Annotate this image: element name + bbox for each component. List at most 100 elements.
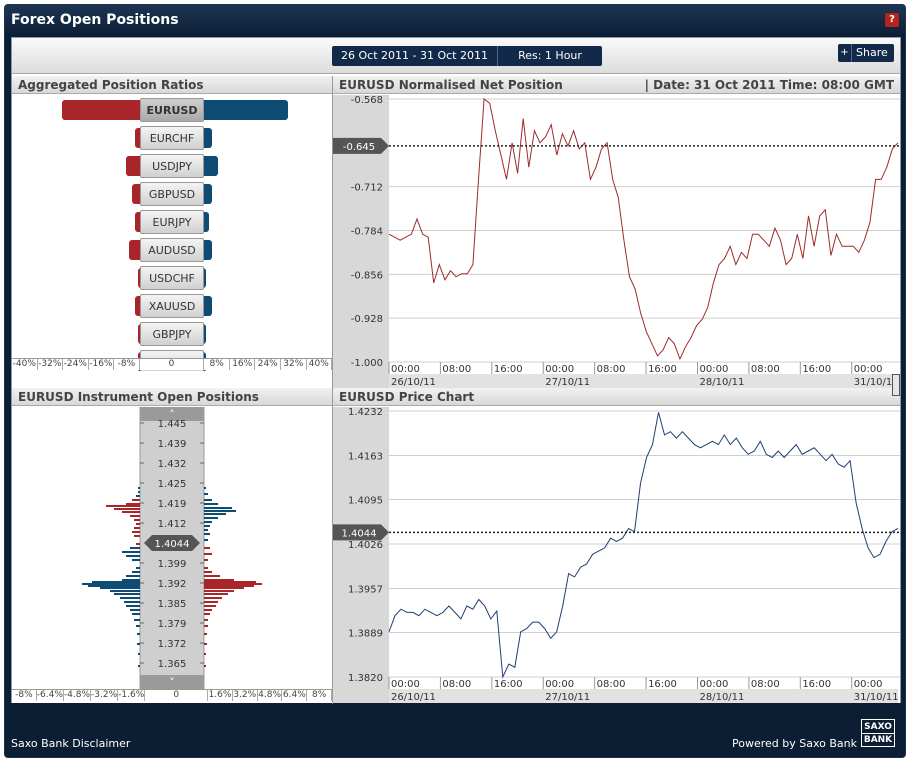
- title-bar: Forex Open Positions ?: [5, 5, 905, 35]
- position-bar-left: [122, 551, 140, 553]
- position-bar-left: [138, 487, 140, 489]
- current-value-marker: [333, 137, 389, 154]
- open-positions-tick-label: 6.4%: [282, 690, 308, 701]
- position-bar-left: [137, 643, 140, 645]
- position-bar-right: [204, 583, 262, 585]
- position-bar-left: [126, 555, 140, 557]
- x-tick-label: 08:00: [597, 679, 626, 690]
- position-bar-right: [204, 665, 206, 667]
- main-content: 26 Oct 2011 - 31 Oct 2011 Res: 1 Hour + …: [11, 37, 901, 704]
- ratio-pair-label[interactable]: EURJPY: [140, 210, 204, 234]
- date-range-selector[interactable]: 26 Oct 2011 - 31 Oct 2011 Res: 1 Hour: [332, 46, 602, 66]
- app-window: Forex Open Positions ? 26 Oct 2011 - 31 …: [4, 4, 906, 758]
- ratio-tick-label: -40%: [12, 359, 38, 370]
- position-bar-left: [134, 519, 140, 521]
- position-bar-right: [204, 507, 232, 509]
- position-bar-left: [114, 593, 140, 595]
- y-tick-label: 1.3820: [348, 673, 383, 684]
- open-positions-panel: ˄ ˅ 1.445 1.439 1.432 1.425 1.419 1.412 1.399 1.3…: [12, 407, 332, 703]
- position-bar-left: [110, 590, 140, 592]
- date-label: 27/10/11: [545, 377, 590, 388]
- position-bar-left: [130, 547, 140, 549]
- position-bar-left: [126, 575, 140, 577]
- resize-handle[interactable]: [892, 374, 900, 396]
- net-position-panel-title: EURUSD Normalised Net Position | Date: 3…: [333, 76, 900, 94]
- position-bar-left: [126, 605, 140, 607]
- ratio-pair-label[interactable]: GBPUSD: [140, 182, 204, 206]
- position-bar-left: [136, 495, 140, 497]
- position-bar-left: [136, 625, 140, 627]
- ratio-tick-label: -16%: [89, 359, 115, 370]
- disclaimer-link[interactable]: Saxo Bank Disclaimer: [11, 737, 131, 750]
- x-tick-label: 16:00: [802, 679, 831, 690]
- ratio-pair-label[interactable]: USDCHF: [140, 266, 204, 290]
- net-position-chart: -0.568 -0.712 -0.784 -0.856 -0.928 -1.000 00:0…: [333, 95, 900, 388]
- open-positions-tick-label: 1.6%: [208, 690, 233, 701]
- position-bar-left: [122, 579, 140, 581]
- ratio-bar-long[interactable]: [196, 100, 288, 120]
- x-tick-label: 00:00: [391, 364, 420, 375]
- date-range-label[interactable]: 26 Oct 2011 - 31 Oct 2011: [332, 46, 498, 66]
- plot-area: [389, 407, 898, 677]
- share-button[interactable]: + Share: [838, 44, 894, 62]
- ratios-panel: EURUSD EURCHF USDJPY GBPUSD EURJPY AUDUSD USDC…: [12, 95, 332, 371]
- position-bar-right: [204, 597, 222, 599]
- open-positions-tick-label: 4.8%: [258, 690, 283, 701]
- ratio-tick-label: -24%: [63, 359, 89, 370]
- position-bar-left: [136, 567, 140, 569]
- position-bar-left: [132, 613, 140, 615]
- ratio-pair-label[interactable]: GBPJPY: [140, 322, 204, 346]
- x-tick-label: 08:00: [442, 364, 471, 375]
- ratio-pair-label[interactable]: AUDUSD: [140, 238, 204, 262]
- ratio-bar-short[interactable]: [61, 100, 148, 120]
- position-bar-right: [204, 533, 210, 535]
- chevron-up-icon: ˄: [169, 408, 175, 421]
- position-bar-right: [204, 609, 212, 611]
- net-position-title: EURUSD Normalised Net Position: [339, 78, 563, 92]
- y-tick-label: 1.4163: [348, 452, 383, 463]
- ratio-pair-label[interactable]: XAUUSD: [140, 294, 204, 318]
- position-bar-right: [204, 653, 206, 655]
- ratios-panel-title: Aggregated Position Ratios: [12, 76, 332, 94]
- position-bar-right: [204, 643, 207, 645]
- position-bar-right: [204, 601, 218, 603]
- y-tick-label: 1.3957: [348, 585, 383, 596]
- date-time-label: | Date: 31 Oct 2011 Time: 08:00 GMT: [644, 78, 894, 92]
- scroll-down-button: [140, 675, 204, 689]
- current-value-label: 1.4044: [342, 528, 377, 539]
- position-bar-left: [138, 491, 140, 493]
- resolution-label[interactable]: Res: 1 Hour: [518, 49, 582, 62]
- price-chart-panel: 1.4232 1.4163 1.4095 1.4026 1.3957 1.3889 1.38…: [333, 407, 900, 703]
- price-tick-label: 1.385: [158, 599, 187, 610]
- position-bar-right: [204, 587, 244, 589]
- current-value-marker: [333, 524, 389, 541]
- position-bar-left: [137, 633, 140, 635]
- share-label: Share: [856, 46, 888, 59]
- price-tick-label: 1.419: [158, 499, 187, 510]
- position-bar-right: [204, 517, 218, 519]
- footer: Saxo Bank Disclaimer Powered by Saxo Ban…: [5, 709, 905, 757]
- help-button[interactable]: ?: [885, 13, 899, 27]
- price-tick-label: 1.432: [158, 459, 187, 470]
- y-tick-label: 1.3889: [348, 628, 383, 639]
- ratio-pair-label[interactable]: USDJPY: [140, 154, 204, 178]
- open-positions-axis: -8% -6.4% -4.8% -3.2% -1.6% 0 1.6% 3.2% 4.8% 6.4%…: [12, 689, 332, 701]
- position-bar-left: [130, 515, 140, 517]
- current-value-label: -0.645: [343, 142, 375, 153]
- price-tick-label: 1.392: [158, 579, 187, 590]
- x-tick-label: 00:00: [854, 364, 883, 375]
- x-tick-label: 16:00: [802, 364, 831, 375]
- price-tick-label: 1.412: [158, 519, 187, 530]
- position-bar-right: [204, 633, 207, 635]
- position-bar-right: [204, 575, 220, 577]
- position-bar-right: [204, 559, 208, 561]
- window-title: Forex Open Positions: [11, 12, 179, 28]
- ratio-pair-label[interactable]: EURCHF: [140, 126, 204, 150]
- chevron-down-icon: ˅: [169, 676, 175, 689]
- ratio-tick-label: 24%: [255, 359, 282, 370]
- position-bar-right: [204, 613, 210, 615]
- toolbar: 26 Oct 2011 - 31 Oct 2011 Res: 1 Hour + …: [12, 38, 900, 74]
- ratio-pair-label[interactable]: EURUSD: [140, 98, 204, 122]
- price-tick-label: 1.399: [158, 559, 187, 570]
- date-label: 26/10/11: [391, 377, 436, 388]
